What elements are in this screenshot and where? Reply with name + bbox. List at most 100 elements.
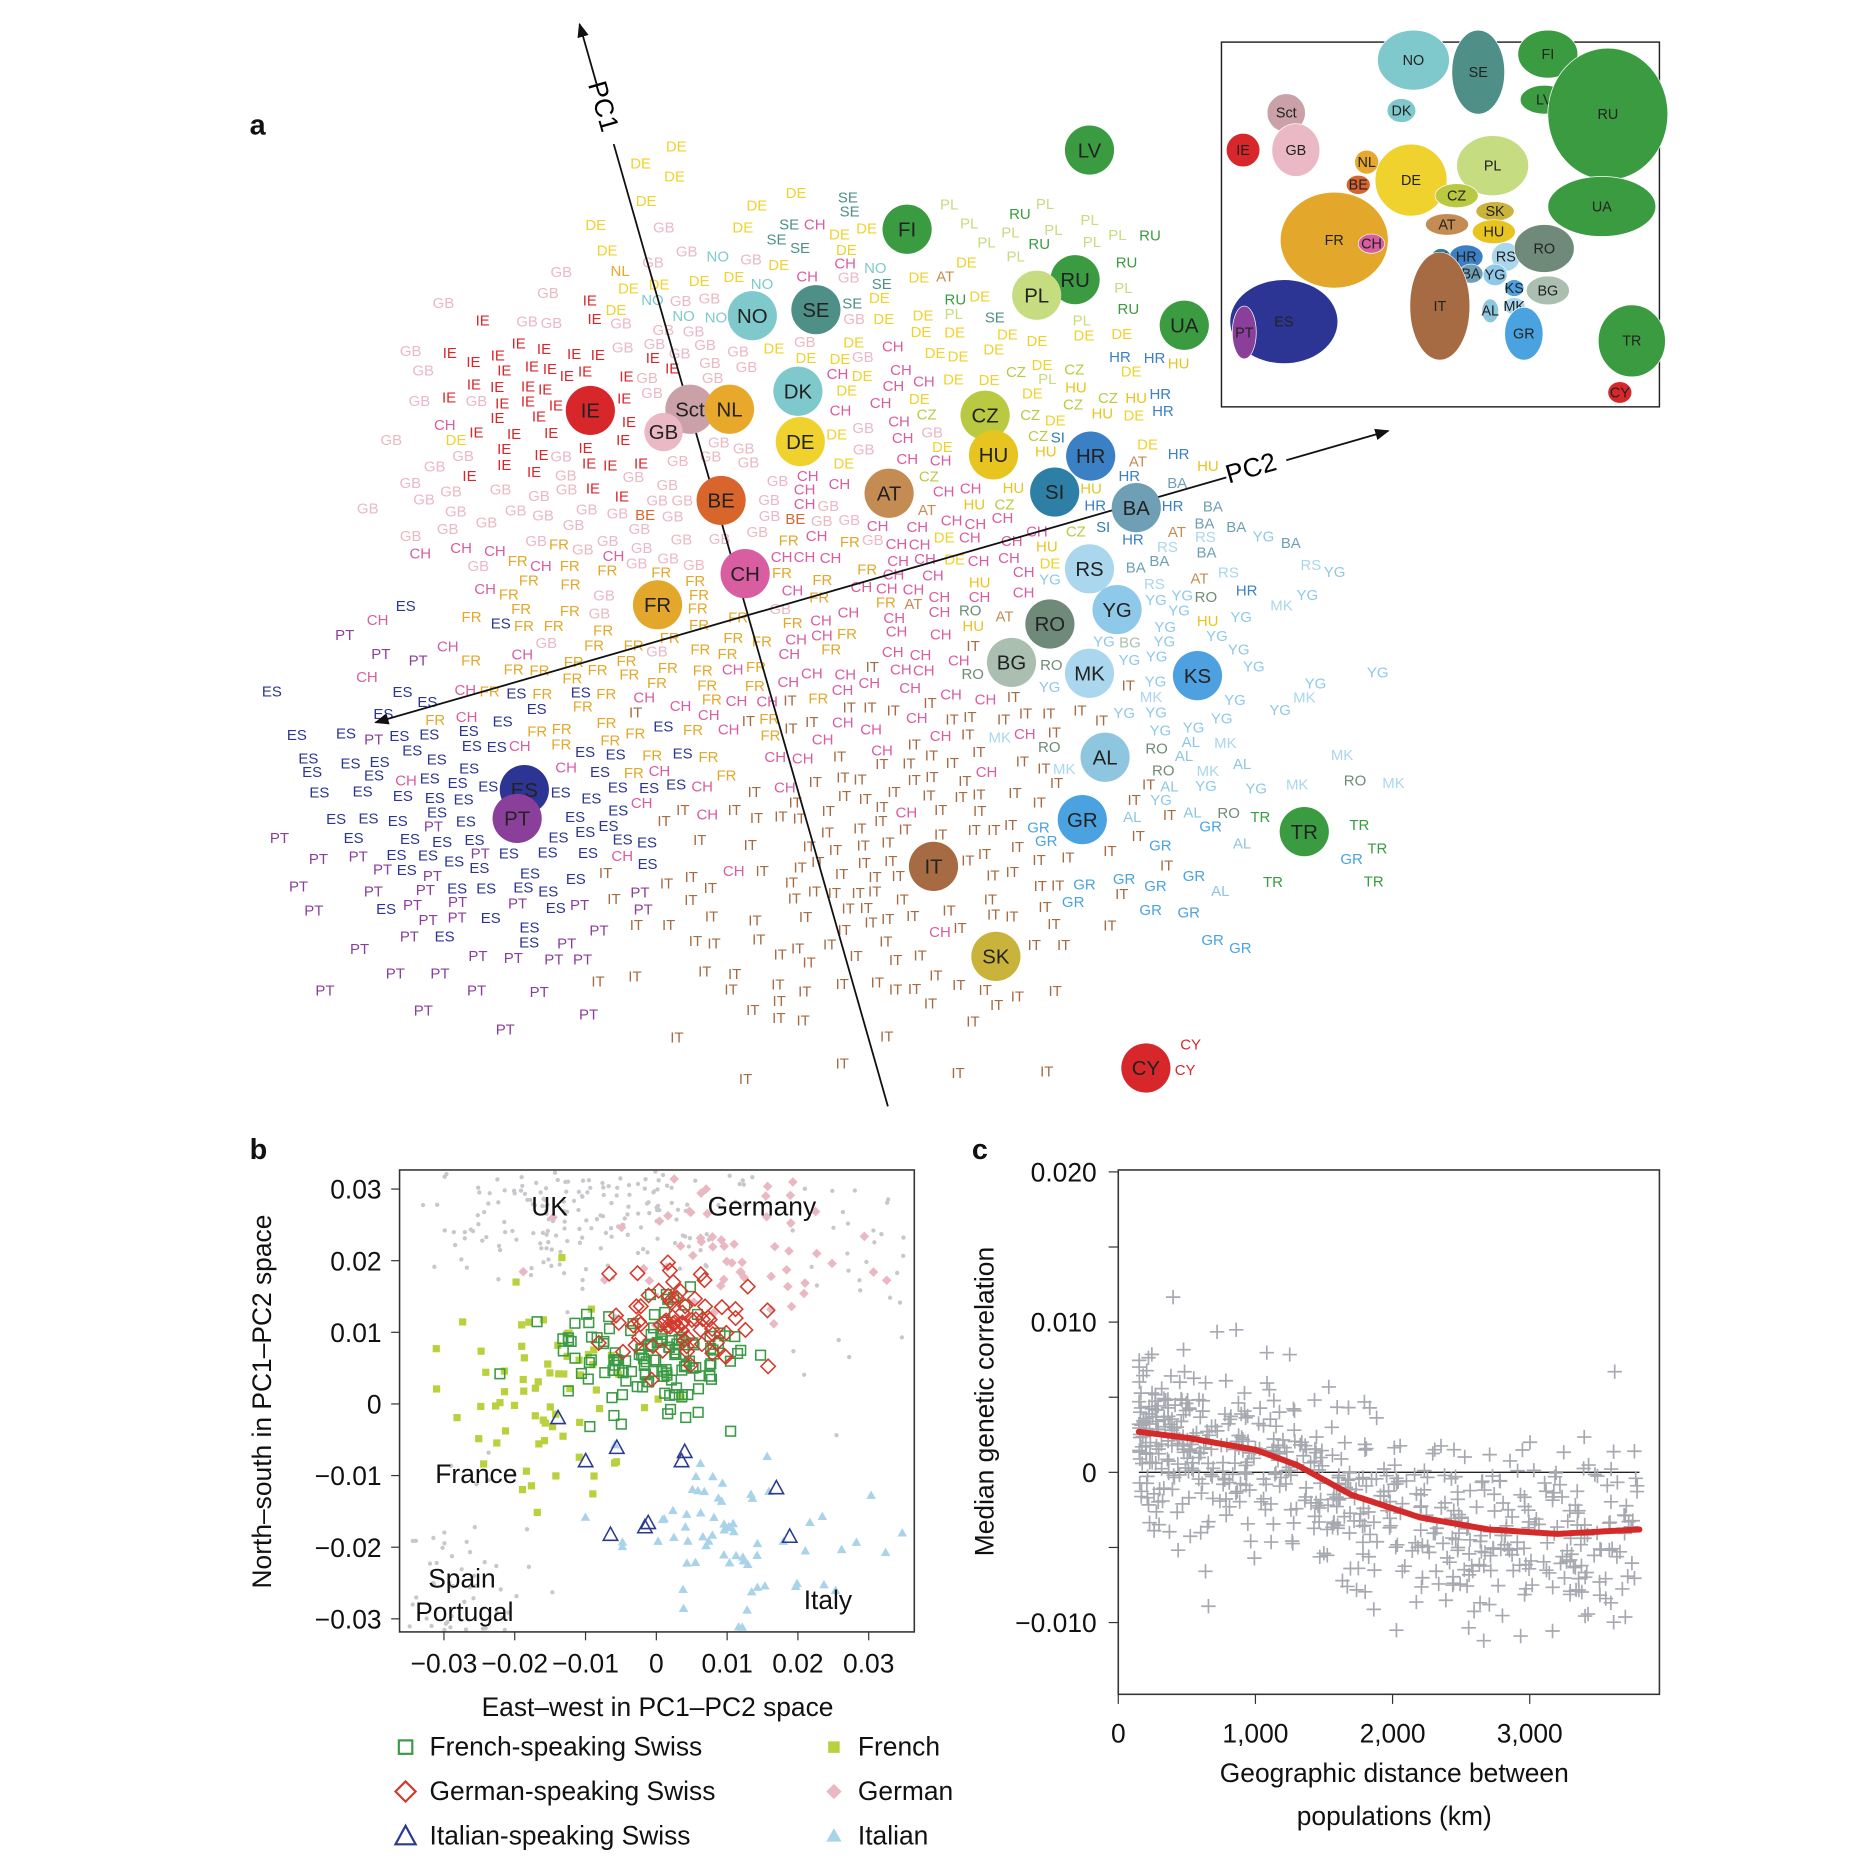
legend-item: Italian-speaking Swiss	[393, 1820, 691, 1850]
individual-label-it: IT	[794, 860, 807, 877]
individual-label-it: IT	[946, 755, 959, 772]
individual-label-se: SE	[838, 190, 858, 207]
individual-label-yg: YG	[1228, 642, 1250, 659]
individual-label-es: ES	[546, 900, 566, 917]
individual-label-it: IT	[945, 712, 958, 729]
population-pair-point	[1610, 1475, 1625, 1490]
point-french-speaking-swiss	[636, 1349, 648, 1361]
individual-label-gr: GR	[1027, 819, 1050, 836]
population-median-lv: LV	[1064, 125, 1115, 175]
individual-label-ch: CH	[930, 728, 952, 745]
individual-label-it: IT	[951, 1065, 964, 1082]
individual-label-mk: MK	[1270, 597, 1292, 614]
inset-region-bg: BG	[1525, 275, 1570, 306]
population-pair-point	[1340, 1473, 1356, 1488]
point-other	[871, 1228, 876, 1233]
point-german-speaking-swiss	[704, 1325, 722, 1343]
annotation-germany: Germany	[708, 1192, 817, 1222]
population-median-at: AT	[864, 468, 914, 518]
point-other	[625, 1212, 630, 1217]
median-label: Sct	[675, 399, 705, 421]
point-german-speaking-swiss	[672, 1282, 689, 1300]
individual-label-it: IT	[879, 933, 892, 950]
individual-label-it: IT	[797, 1013, 810, 1030]
x-tick-label: 1,000	[1222, 1718, 1288, 1748]
inset-region-shape	[1377, 29, 1450, 91]
individual-label-es: ES	[478, 779, 498, 796]
individual-label-gr: GR	[1199, 819, 1222, 836]
individual-label-it: IT	[836, 976, 849, 993]
point-german-speaking-swiss	[737, 1321, 754, 1339]
population-pair-point	[1239, 1466, 1254, 1482]
individual-label-it: IT	[1048, 725, 1061, 742]
individual-label-it: IT	[750, 810, 763, 827]
population-pair-point	[1259, 1375, 1275, 1391]
point-german	[616, 1222, 627, 1233]
population-pair-point	[1387, 1457, 1402, 1473]
point-french-speaking-swiss	[735, 1344, 747, 1356]
population-pair-point	[1477, 1545, 1493, 1560]
point-italian	[719, 1525, 730, 1534]
individual-label-ie: IE	[521, 378, 535, 395]
individual-label-it: IT	[1115, 886, 1128, 903]
inset-region-shape	[1547, 176, 1657, 237]
individual-label-gb: GB	[380, 432, 402, 449]
point-other	[845, 1221, 851, 1226]
individual-label-it: IT	[739, 1071, 752, 1088]
point-french	[501, 1427, 510, 1435]
point-german-speaking-swiss	[713, 1298, 731, 1316]
point-other	[704, 1264, 709, 1269]
population-pair-point	[1141, 1497, 1156, 1513]
individual-label-yg: YG	[1039, 679, 1061, 696]
point-italian	[683, 1536, 693, 1545]
point-other	[550, 1590, 555, 1595]
individual-label-it: IT	[1127, 792, 1140, 809]
individual-label-ie: IE	[591, 347, 605, 364]
population-median-al: AL	[1080, 732, 1130, 782]
inset-region-shape	[1451, 29, 1505, 115]
individual-label-ru: RU	[945, 292, 967, 309]
point-other	[486, 1201, 491, 1206]
individual-label-de: DE	[585, 217, 606, 234]
individual-label-ch: CH	[811, 628, 833, 645]
population-pair-point	[1517, 1587, 1532, 1602]
point-french-speaking-swiss	[732, 1347, 744, 1360]
individual-label-it: IT	[773, 993, 786, 1010]
individual-label-fr: FR	[651, 564, 671, 581]
y-tick-label: −0.01	[315, 1461, 382, 1491]
individual-label-ie: IE	[491, 348, 505, 365]
population-pair-point	[1141, 1350, 1156, 1365]
panel-c-label: c	[972, 1134, 988, 1166]
point-other	[656, 1178, 661, 1183]
median-circle	[727, 291, 777, 341]
point-german	[762, 1181, 773, 1192]
population-pair-point	[1413, 1487, 1429, 1503]
point-german	[784, 1246, 794, 1256]
individual-label-mk: MK	[1293, 690, 1315, 707]
population-pair-point	[1205, 1491, 1221, 1506]
inset-region-shape	[1279, 191, 1389, 289]
point-french	[544, 1360, 552, 1368]
median-label: RS	[1075, 559, 1103, 581]
individual-label-it: IT	[1034, 878, 1047, 895]
point-other	[886, 1197, 891, 1202]
point-other	[669, 1185, 674, 1190]
individual-label-es: ES	[376, 901, 396, 918]
population-pair-point	[1234, 1406, 1249, 1422]
population-pair-point	[1297, 1493, 1313, 1508]
point-other	[511, 1188, 517, 1194]
individual-label-ch: CH	[976, 764, 998, 781]
individual-label-es: ES	[353, 783, 373, 800]
individual-label-de: DE	[1040, 555, 1061, 572]
individual-label-ie: IE	[462, 468, 476, 485]
individual-label-pt: PT	[471, 845, 490, 862]
individual-label-it: IT	[630, 917, 643, 934]
population-median-it: IT	[908, 841, 959, 892]
individual-label-ie: IE	[527, 464, 541, 481]
point-other	[442, 1530, 447, 1535]
individual-label-pt: PT	[403, 897, 422, 914]
individual-label-de: DE	[909, 391, 930, 408]
individual-label-yg: YG	[1297, 587, 1319, 604]
population-pair-point	[1619, 1498, 1634, 1513]
